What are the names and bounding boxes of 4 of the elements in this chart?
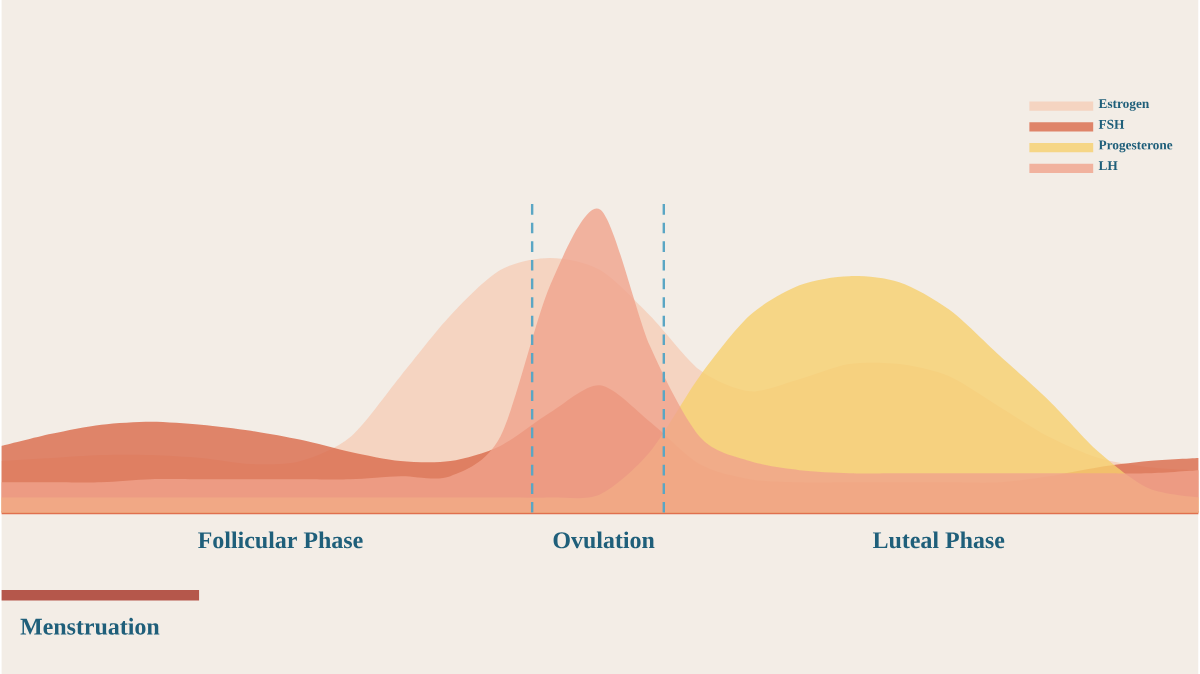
text: Luteal Phase xyxy=(872,531,1005,549)
text: Ovulation xyxy=(553,531,655,549)
text: Menstruation xyxy=(20,617,160,635)
text: Follicular Phase xyxy=(198,531,363,549)
